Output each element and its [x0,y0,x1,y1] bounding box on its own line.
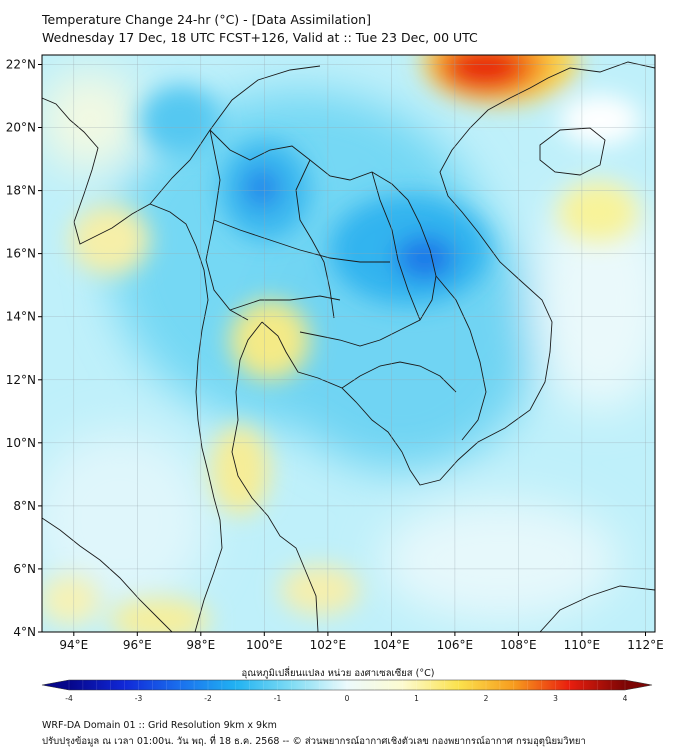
colorbar-min-arrow [42,680,69,690]
colorbar-tick-label: 0 [345,694,350,703]
temperature-field [42,55,655,632]
map-title: Temperature Change 24-hr (°C) - [Data As… [42,12,371,27]
colorbar-tick-label: 3 [553,694,558,703]
lat-label: 10°N [6,436,36,450]
colorbar-tick-label: 4 [623,694,628,703]
colorbar-tick-label: -1 [274,694,282,703]
colorbar-segments [68,680,626,690]
lon-label: 96°E [123,638,152,652]
lon-label: 110°E [564,638,601,652]
lat-label: 22°N [6,58,36,72]
colorbar-tick-label: -2 [204,694,212,703]
lat-label: 14°N [6,310,36,324]
colorbar-tick-label: -4 [65,694,73,703]
lon-label: 102°E [310,638,347,652]
colorbar-label: อุณหภูมิเปลี่ยนแปลง หน่วย องศาเซลเซียส (… [241,668,435,679]
colorbar-tick-label: -3 [135,694,143,703]
update-credit: ปรับปรุงข้อมูล ณ เวลา 01:00น. วัน พฤ. ที… [42,736,586,747]
colorbar-tick-label: 1 [414,694,419,703]
map-subtitle: Wednesday 17 Dec, 18 UTC FCST+126, Valid… [42,30,478,45]
colorbar-gradient [69,680,625,690]
colorbar-max-arrow [625,680,652,690]
lon-label: 98°E [186,638,215,652]
colorbar-tick-label: 2 [484,694,489,703]
graticule [42,55,655,633]
colorbar: -4 -3 -2 -1 0 1 2 3 4 [41,679,653,703]
lon-label: 112°E [627,638,664,652]
lat-label: 16°N [6,247,36,261]
longitude-axis: 94°E 96°E 98°E 100°E 102°E 104°E 106°E 108°E 110… [59,632,664,652]
lon-label: 94°E [59,638,88,652]
latitude-axis: 22°N 20°N 18°N 16°N 14°N 12°N 10°N 8°N 6°N 4°N [6,58,42,639]
coastline-borders [42,61,655,632]
map-frame [41,54,656,633]
lat-label: 8°N [13,499,36,513]
lat-label: 6°N [13,562,36,576]
lat-label: 20°N [6,121,36,135]
lat-label: 18°N [6,184,36,198]
colorbar-ticks: -4 -3 -2 -1 0 1 2 3 4 [65,694,627,703]
model-info: WRF-DA Domain 01 :: Grid Resolution 9km … [42,720,277,731]
lon-label: 106°E [437,638,474,652]
lat-label: 12°N [6,373,36,387]
lat-label: 4°N [13,625,36,639]
lon-label: 100°E [246,638,283,652]
lon-label: 104°E [373,638,410,652]
lon-label: 108°E [500,638,537,652]
